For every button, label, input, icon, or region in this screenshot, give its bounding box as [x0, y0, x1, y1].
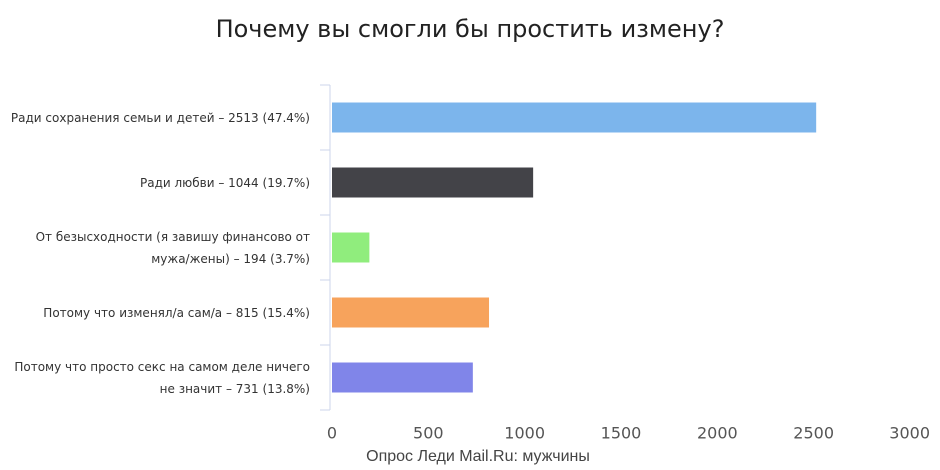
y-tick-label: Ради любви – 1044 (19.7%)	[139, 175, 310, 190]
y-tick-label: От безысходности (я завишу финансово от …	[35, 229, 310, 266]
x-tick-label: 2500	[793, 424, 834, 443]
x-tick-label: 0	[327, 424, 337, 443]
bar	[332, 167, 534, 198]
x-tick-label: 3000	[889, 424, 930, 443]
y-tick-label: Потому что изменял/а сам/а – 815 (15.4%)	[43, 305, 310, 320]
y-tick-label: Ради сохранения семьи и детей – 2513 (47…	[10, 110, 310, 125]
x-tick-label: 2000	[697, 424, 738, 443]
x-tick-label: 500	[413, 424, 444, 443]
bar	[332, 297, 490, 328]
bar	[332, 102, 817, 133]
y-tick-label: Потому что просто секс на самом деле нич…	[14, 359, 310, 396]
bar	[332, 232, 370, 263]
bar	[332, 362, 473, 393]
chart-title: Почему вы смогли бы простить измену?	[216, 15, 725, 43]
x-tick-label: 1500	[601, 424, 642, 443]
x-tick-label: 1000	[504, 424, 545, 443]
chart-subtitle: Опрос Леди Mail.Ru: мужчины	[366, 448, 590, 465]
